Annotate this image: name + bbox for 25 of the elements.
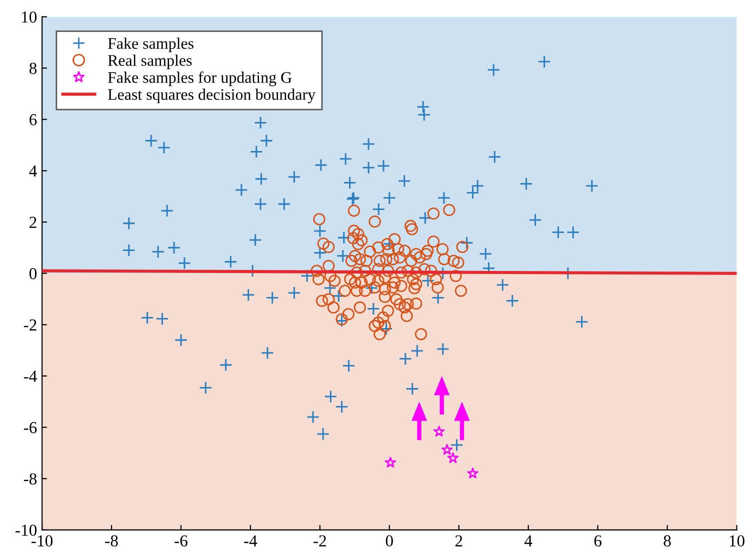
y-tick-label: 4 <box>29 166 37 176</box>
y-tick-label: -8 <box>24 473 37 485</box>
y-tick-label: 2 <box>30 216 36 228</box>
y-tick-label: -2 <box>24 319 36 330</box>
y-tick-label: 8 <box>29 62 37 74</box>
x-tick-label: -8 <box>105 535 118 547</box>
x-tick-label: 2 <box>455 535 462 546</box>
x-tick-label: -6 <box>174 535 188 547</box>
x-tick-label: -2 <box>314 535 326 546</box>
x-tick-label: 10 <box>730 535 744 547</box>
legend-label: Least squares decision boundary <box>108 88 316 104</box>
y-tick-label: 10 <box>22 11 37 23</box>
x-tick-label: 8 <box>664 535 671 547</box>
x-tick-label: 6 <box>594 535 602 547</box>
y-tick-label: -6 <box>24 422 37 434</box>
x-tick-label: -4 <box>244 535 258 546</box>
y-tick-label: -4 <box>24 370 37 382</box>
legend-label: Real samples <box>108 54 192 70</box>
y-tick-label: -10 <box>16 524 37 536</box>
y-tick-label: 6 <box>30 114 37 126</box>
legend-label: Fake samples <box>108 38 194 52</box>
y-tick-label: 0 <box>29 268 37 280</box>
x-tick-label: 0 <box>386 535 393 547</box>
legend-label: Fake samples for updating G <box>108 71 292 86</box>
x-tick-label: 4 <box>524 535 532 546</box>
